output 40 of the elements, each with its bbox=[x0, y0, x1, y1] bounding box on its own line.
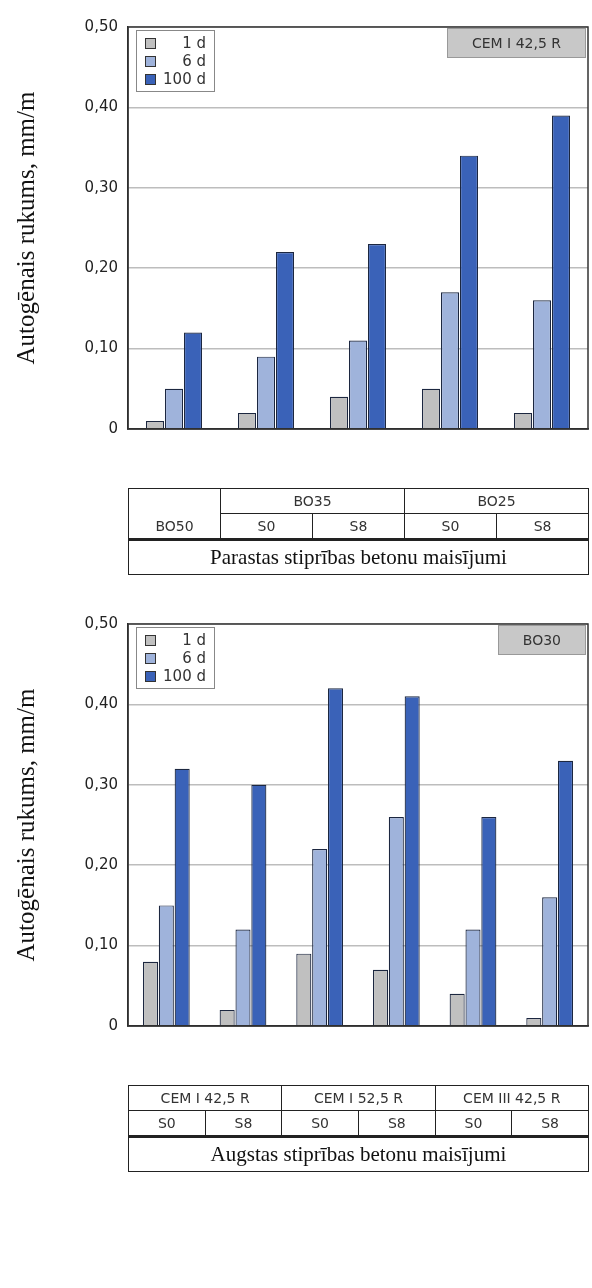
legend-label: 1 d bbox=[181, 631, 206, 649]
legend-label: 1 d bbox=[181, 34, 206, 52]
caption-box: BO30 bbox=[497, 625, 586, 655]
y-tick-label: 0,20 bbox=[84, 258, 118, 277]
text: CEM III 42,5 R bbox=[435, 1085, 589, 1111]
x-tick-label: S8 bbox=[511, 1110, 589, 1137]
y-axis-title: Autogēnais rukums, mm/m bbox=[11, 91, 39, 365]
text: BO25 bbox=[404, 488, 589, 514]
y-tick-label: 0,50 bbox=[84, 613, 118, 632]
y-axis-title: Autogēnais rukums, mm/m bbox=[11, 688, 39, 962]
x-tick-label: S0 bbox=[404, 513, 497, 540]
x-tick-label: S8 bbox=[205, 1110, 282, 1137]
x-tick-label: S0 bbox=[220, 513, 313, 540]
x-tick-label: S8 bbox=[312, 513, 405, 540]
legend-label: 100 d bbox=[162, 70, 206, 88]
x-axis-title: Augstas stiprības betonu maisījumi bbox=[128, 1136, 589, 1172]
y-tick-label: 0 bbox=[108, 418, 118, 437]
x-axis-title: Parastas stiprības betonu maisījumi bbox=[128, 539, 589, 575]
y-tick-label: 0,40 bbox=[84, 694, 118, 713]
legend-label: 6 d bbox=[181, 52, 206, 70]
y-tick-label: 0,50 bbox=[84, 16, 118, 35]
caption-box: CEM I 42,5 R bbox=[446, 28, 586, 58]
x-tick-label: BO50 bbox=[128, 488, 221, 540]
text: CEM I 42,5 R bbox=[128, 1085, 282, 1111]
x-tick-label: S8 bbox=[496, 513, 589, 540]
y-tick-label: 0 bbox=[108, 1015, 118, 1034]
text: BO35 bbox=[220, 488, 405, 514]
legend-label: 100 d bbox=[162, 667, 206, 685]
y-tick-label: 0,30 bbox=[84, 774, 118, 793]
y-tick-label: 0,40 bbox=[84, 97, 118, 116]
x-tick-label: S0 bbox=[281, 1110, 359, 1137]
text: CEM I 52,5 R bbox=[281, 1085, 436, 1111]
x-tick-label: S8 bbox=[358, 1110, 436, 1137]
y-tick-label: 0,10 bbox=[84, 338, 118, 357]
y-tick-label: 0,10 bbox=[84, 935, 118, 954]
y-tick-label: 0,20 bbox=[84, 855, 118, 874]
legend-label: 6 d bbox=[181, 649, 206, 667]
x-tick-label: S0 bbox=[435, 1110, 512, 1137]
y-tick-label: 0,30 bbox=[84, 177, 118, 196]
x-tick-label: S0 bbox=[128, 1110, 206, 1137]
